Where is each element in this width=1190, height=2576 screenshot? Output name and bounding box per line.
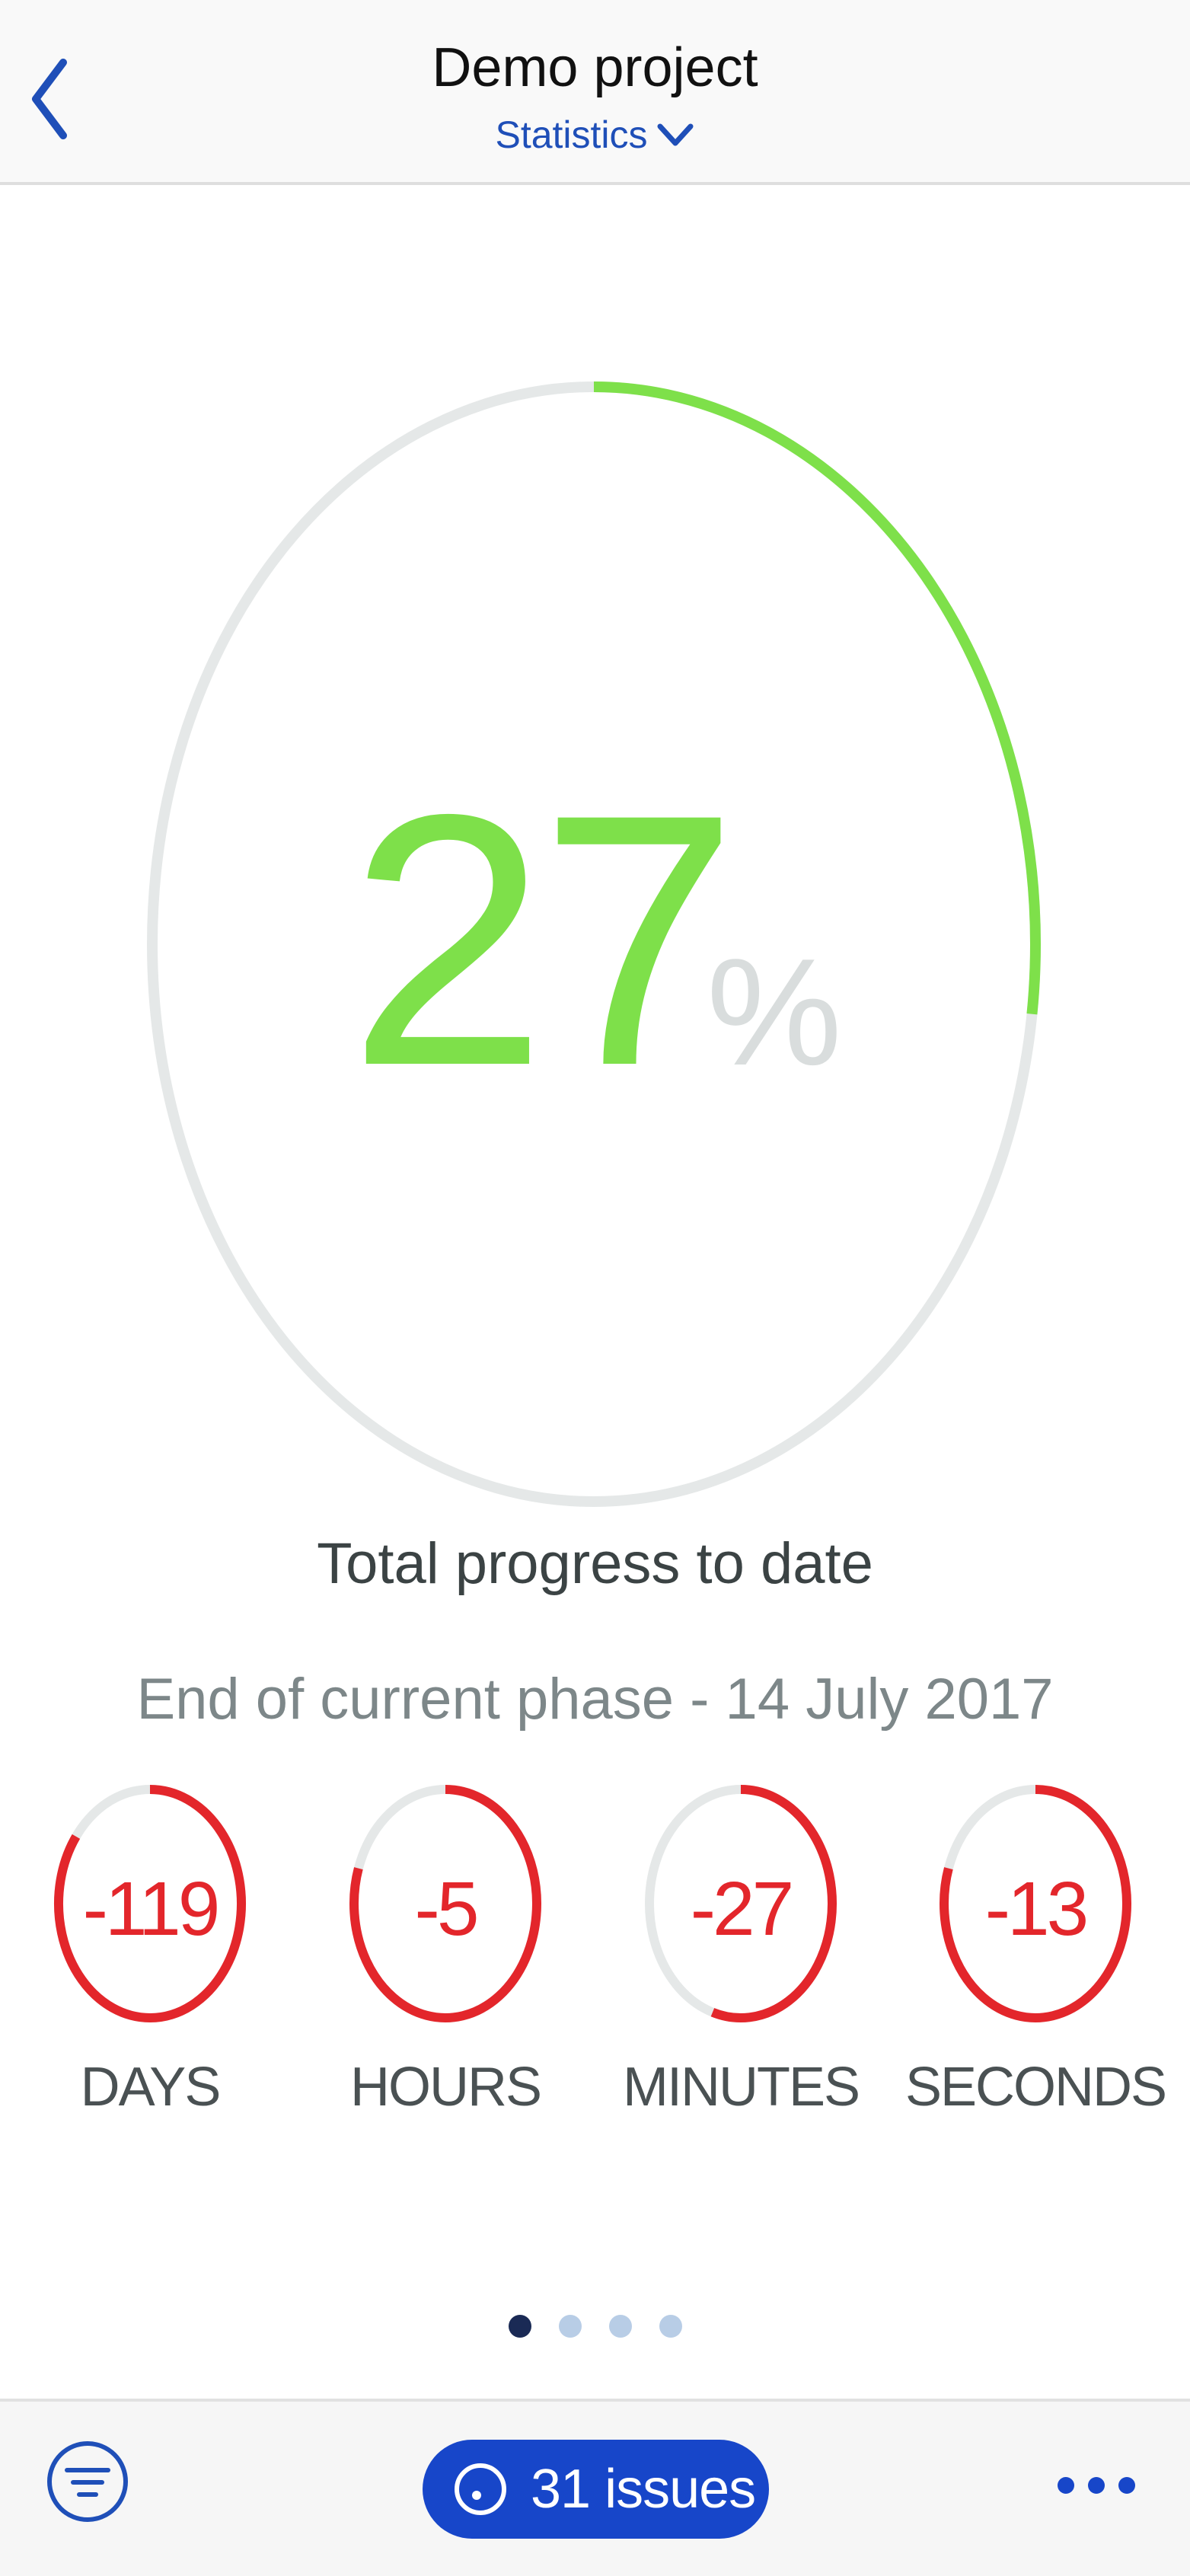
page-dot[interactable]	[659, 2315, 682, 2338]
countdown-ring	[349, 1785, 541, 2022]
issues-count-label: 31 issues	[531, 2459, 756, 2520]
issue-circle-icon	[455, 2463, 506, 2515]
page-dot[interactable]	[558, 2315, 582, 2338]
chevron-left-icon	[32, 59, 67, 139]
page-title: Demo project	[432, 37, 758, 98]
countdown-ring	[940, 1785, 1131, 2022]
chevron-down-icon	[657, 123, 694, 146]
countdown-value: -13	[984, 1866, 1090, 1952]
progress-ring-arc	[593, 381, 1041, 1015]
countdown-hours: -5 HOURS	[316, 1782, 575, 2118]
back-button[interactable]	[15, 46, 84, 152]
view-selector[interactable]: Statistics	[0, 113, 1190, 157]
progress-percent-unit: %	[707, 927, 842, 1097]
bottom-toolbar: 31 issues	[0, 2399, 1190, 2576]
countdown-label: SECONDS	[904, 2057, 1167, 2118]
countdown-ring	[54, 1785, 246, 2022]
countdown-seconds: -13 SECONDS	[905, 1782, 1167, 2118]
view-selector-label: Statistics	[495, 113, 648, 156]
countdown-days: -119 DAYS	[21, 1782, 279, 2118]
more-horizontal-icon	[1058, 2477, 1135, 2494]
page-indicator	[0, 2315, 1190, 2338]
more-button[interactable]	[1047, 2447, 1146, 2523]
navigation-bar: Demo project Statistics	[0, 0, 1190, 185]
page-dot[interactable]	[608, 2315, 632, 2338]
phase-end-date: End of current phase - 14 July 2017	[136, 1667, 1054, 1732]
total-progress-ring	[145, 381, 1043, 1508]
countdown-label: MINUTES	[623, 2057, 860, 2118]
countdown-minutes: -27 MINUTES	[611, 1782, 870, 2118]
countdown-label: DAYS	[80, 2057, 222, 2118]
page-dot[interactable]	[508, 2315, 531, 2338]
filter-icon	[47, 2441, 128, 2522]
countdown-value: -5	[414, 1866, 480, 1952]
countdown-ring	[645, 1785, 837, 2022]
progress-percent-value: 27	[348, 740, 739, 1140]
countdown-value: -119	[82, 1866, 221, 1952]
filter-button[interactable]	[46, 2440, 129, 2523]
issues-button[interactable]: 31 issues	[423, 2440, 769, 2539]
progress-caption: Total progress to date	[317, 1531, 873, 1596]
countdown-label: HOURS	[349, 2057, 542, 2118]
countdown-value: -27	[690, 1866, 795, 1952]
